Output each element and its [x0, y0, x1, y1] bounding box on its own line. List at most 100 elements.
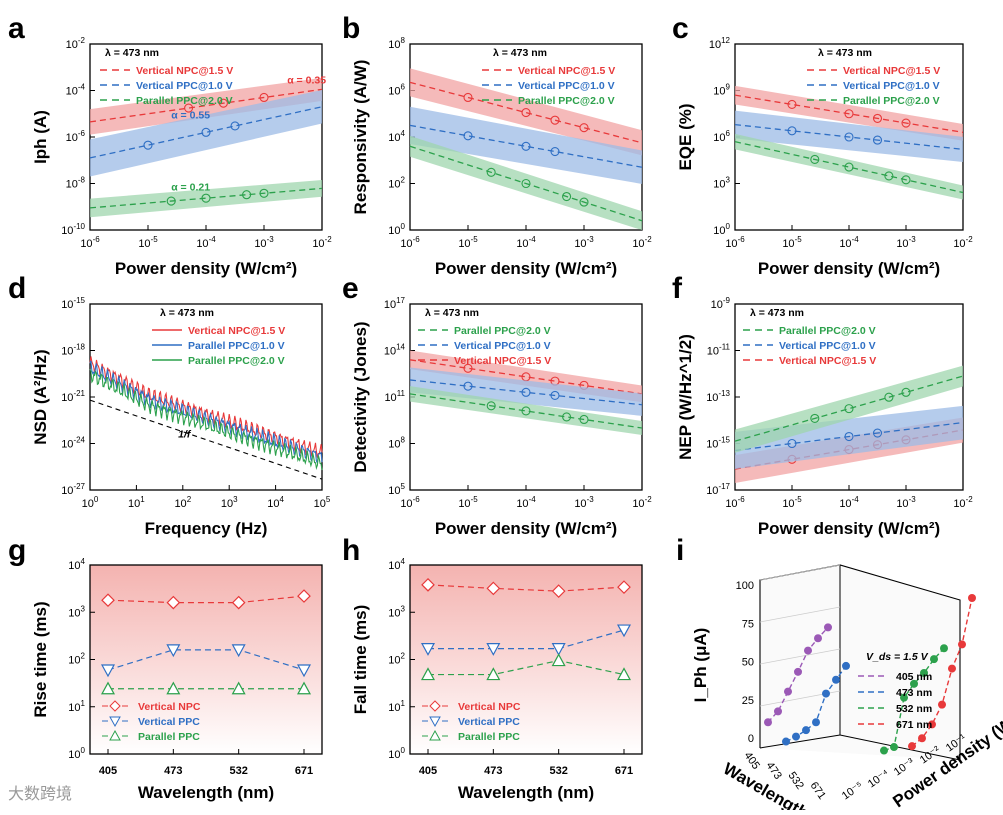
data-point [968, 594, 976, 602]
data-point [617, 580, 631, 594]
z-axis-label: I_Ph (μA) [691, 628, 710, 703]
x-tick-label: 105 [314, 495, 331, 510]
data-point [259, 92, 269, 103]
data-point [486, 167, 496, 177]
data-point [550, 115, 560, 125]
confidence-band [90, 77, 322, 135]
annotation: α = 0.35 [287, 75, 326, 87]
x-tick-label: 473 [764, 760, 784, 782]
z-tick-label: 75 [742, 618, 754, 630]
panel-letter-e: e [342, 272, 359, 305]
annotation: α = 0.55 [171, 109, 210, 121]
data-point [521, 141, 531, 151]
data-point [166, 644, 181, 658]
confidence-band [410, 386, 642, 435]
y-tick-label: 10-17 [706, 482, 730, 497]
data-point [787, 438, 797, 449]
data-point [201, 127, 211, 137]
y-tick-label: 100 [388, 222, 405, 237]
x-tick-label: 10-3 [254, 235, 274, 250]
data-point [940, 644, 948, 653]
data-point [486, 581, 501, 596]
x-tick-label: 10-6 [80, 235, 100, 250]
lambda-label: λ = 473 nm [105, 47, 159, 59]
watermark: 大数跨境 [8, 786, 73, 803]
data-point [880, 746, 888, 755]
confidence-band [735, 365, 963, 453]
y-tick-label: 10-6 [66, 129, 86, 144]
legend-marker [429, 716, 441, 728]
data-point [297, 589, 311, 603]
y-tick-label: 1017 [384, 296, 406, 311]
data-point [486, 643, 501, 656]
legend-label: Vertical NPC@1.5 V [779, 355, 876, 367]
y-tick-label: 104 [388, 129, 405, 144]
x-tick-label: 473 [484, 765, 502, 777]
y-tick-label: 10-21 [61, 389, 85, 404]
x-tick-label: 671 [808, 780, 828, 802]
panel-e: e 105 108 1011 1014 1017 10-6 10-5 10-4 10-3 10-2 P… [342, 272, 652, 538]
vds-label: V_ds = 1.5 V [866, 651, 929, 663]
y-tick-label: 10-2 [66, 36, 86, 51]
x-tick-label: 10-4 [196, 235, 216, 250]
data-point [784, 687, 792, 696]
y-tick-label: 106 [388, 83, 405, 98]
legend-label: 671 nm [896, 719, 932, 731]
x-tick-label: 10-2 [632, 495, 652, 510]
y-tick-label: 10-15 [706, 436, 730, 451]
series-trace [89, 368, 323, 471]
data-point [872, 113, 883, 123]
fit-line [89, 88, 323, 123]
legend-label: Parallel PPC@1.0 V [188, 340, 285, 352]
x-axis-label: Frequency (Hz) [145, 519, 268, 538]
legend-label: Vertical NPC [458, 701, 521, 713]
data-point [463, 92, 473, 103]
data-point [521, 178, 531, 189]
data-point [844, 132, 854, 142]
x-tick-label: 671 [295, 765, 313, 777]
y-axis-label: Fall time (ms) [351, 605, 370, 715]
data-point [774, 707, 782, 716]
y-tick-label: 100 [713, 222, 730, 237]
y-tick-label: 104 [68, 557, 85, 572]
y-axis-label: Detectivity (Jones) [351, 321, 370, 472]
x-tick-label: 10-4 [839, 495, 859, 510]
legend-label: Vertical NPC@1.5 V [518, 65, 615, 77]
data-point [551, 584, 566, 598]
y-tick-label: 104 [388, 557, 405, 572]
data-point [230, 121, 240, 131]
box-edge [839, 734, 961, 761]
x-axis-label: Power density (W/cm²) [115, 259, 297, 278]
legend-marker [109, 729, 121, 741]
x-tick-label: 10-5 [782, 495, 802, 510]
z-tick-label: 25 [742, 695, 754, 707]
x-tick-label: 102 [174, 495, 191, 510]
grid-line [759, 648, 841, 665]
panel-a: a 10-10 10-8 10-6 10-4 10-2 10-6 10-5 10-4 10-3 10… [8, 12, 332, 278]
y-tick-label: 100 [388, 746, 405, 761]
data-point [794, 667, 802, 676]
data-point [562, 412, 572, 422]
x-tick-label: 405 [419, 765, 437, 777]
y-tick-label: 10-13 [706, 389, 730, 404]
x-tick-label: 101 [128, 495, 145, 510]
legend-label: Vertical PPC [138, 716, 200, 728]
depth-tick-label: 10⁻⁵ [840, 780, 865, 803]
data-point [844, 109, 854, 119]
legend-label: Vertical PPC@1.0 V [136, 80, 233, 92]
legend-label: Parallel PPC [138, 731, 200, 743]
series-line [428, 659, 625, 676]
confidence-band [735, 133, 963, 200]
data-point [890, 743, 898, 752]
data-point [550, 146, 560, 157]
x-axis-label: Power density (W/cm²) [758, 519, 940, 538]
y-axis-label: NSD (A²/Hz) [31, 349, 50, 444]
y-tick-label: 10-11 [707, 343, 731, 358]
y-tick-label: 10-24 [61, 436, 85, 451]
data-point [100, 681, 116, 695]
data-point [802, 726, 810, 735]
data-point [918, 734, 926, 743]
y-tick-label: 103 [388, 604, 405, 619]
data-point [782, 737, 790, 746]
